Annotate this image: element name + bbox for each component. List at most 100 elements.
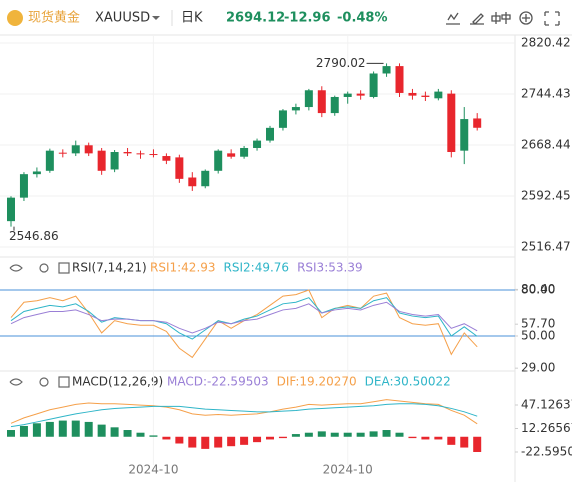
legend-entry: RSI3:53.39	[297, 261, 363, 275]
candle-body	[19, 174, 28, 198]
settings-icon[interactable]	[39, 263, 49, 273]
histogram-bar	[214, 436, 223, 448]
draw-icon[interactable]	[470, 13, 484, 25]
settings-icon[interactable]	[39, 377, 49, 387]
y-tick-label: 80.00	[521, 283, 555, 297]
histogram-bar	[460, 436, 469, 448]
candle-body	[188, 177, 197, 187]
histogram-bar	[395, 432, 404, 437]
histogram-bar	[356, 432, 365, 437]
histogram-bar	[71, 420, 80, 437]
candle-body	[369, 73, 378, 97]
indicator-title: MACD(12,26,9)	[72, 375, 163, 389]
y-tick-label: 57.70	[521, 317, 555, 331]
histogram-bar	[421, 436, 430, 440]
candle-body	[58, 152, 67, 154]
legend-entry: DIF:19.20270	[277, 375, 357, 389]
y-tick-label: 47.12637	[521, 397, 572, 411]
candle-body	[175, 157, 184, 179]
collapse-icon[interactable]	[58, 376, 70, 388]
histogram-bar	[110, 427, 119, 437]
eye-icon[interactable]	[9, 264, 23, 272]
histogram-bar	[7, 430, 15, 437]
candle-body	[421, 95, 430, 97]
min-label: 2546.86	[9, 229, 59, 243]
candle-body	[97, 150, 106, 171]
legend-entry: MACD:-22.59503	[167, 375, 269, 389]
settings-icon[interactable]	[519, 11, 533, 25]
candle-body	[253, 140, 262, 148]
indicator-line	[10, 301, 478, 334]
histogram-bar	[447, 436, 456, 445]
period[interactable]: 日K	[181, 11, 203, 26]
candle-body	[7, 197, 15, 222]
candle-body	[227, 153, 236, 157]
histogram-bar	[175, 436, 184, 444]
instrument-name: 现货黄金	[28, 10, 80, 26]
histogram-bar	[369, 431, 378, 437]
candle-body	[434, 91, 443, 99]
histogram-bar	[291, 434, 300, 437]
candle-body	[473, 118, 482, 128]
candle-body	[84, 145, 93, 154]
y-tick-label: 2668.44	[521, 138, 571, 152]
candle-icon[interactable]	[491, 12, 511, 24]
histogram-bar	[343, 432, 352, 437]
x-tick-label: 2024-10	[323, 463, 373, 477]
candle-body	[45, 150, 54, 171]
histogram-bar	[123, 430, 132, 437]
histogram-bar	[162, 436, 171, 440]
fullscreen-icon[interactable]	[544, 11, 560, 26]
y-tick-label: 80.40	[521, 282, 555, 296]
histogram-bar	[240, 436, 249, 445]
change: -12.96	[284, 11, 331, 26]
candle-body	[356, 93, 365, 96]
eye-icon[interactable]	[9, 378, 23, 386]
candle-body	[110, 152, 119, 170]
indicator-line	[10, 403, 478, 428]
candle-body	[278, 110, 287, 128]
candle-body	[317, 90, 326, 114]
candle-body	[304, 90, 313, 108]
candle-body	[214, 150, 223, 171]
y-tick-label: 2820.42	[521, 36, 571, 50]
indicator-line	[10, 399, 478, 425]
histogram-bar	[304, 432, 313, 437]
histogram-bar	[136, 432, 145, 437]
candle-body	[136, 153, 145, 155]
histogram-bar	[408, 436, 417, 439]
candle-body	[395, 66, 404, 93]
histogram-bar	[266, 436, 274, 440]
collapse-icon[interactable]	[58, 262, 70, 274]
histogram-bar	[253, 436, 262, 443]
histogram-bar	[330, 432, 339, 437]
histogram-bar	[149, 435, 158, 437]
y-tick-label: 12.26567	[521, 421, 572, 435]
candle-body	[123, 152, 132, 154]
y-tick-label: 2516.47	[521, 239, 571, 253]
indicator-line	[10, 297, 478, 340]
symbol[interactable]: XAUUSD	[95, 11, 150, 26]
y-tick-label: 2592.45	[521, 189, 571, 203]
histogram-bar	[84, 421, 93, 437]
dropdown-arrow[interactable]	[152, 16, 160, 20]
histogram-bar	[201, 436, 210, 449]
candle-body	[343, 93, 352, 97]
y-tick-label: 29.00	[521, 361, 555, 375]
y-tick-label: -22.59503	[521, 444, 572, 458]
legend-entry: RSI1:42.93	[150, 261, 216, 275]
price: 2694.12	[226, 11, 285, 26]
candle-body	[291, 107, 300, 111]
candle-body	[460, 119, 469, 151]
indicator-icon[interactable]	[446, 12, 460, 25]
legend-entry: RSI2:49.76	[224, 261, 290, 275]
y-tick-label: 2744.43	[521, 87, 571, 101]
x-tick-label: 2024-10	[128, 463, 178, 477]
gold-icon	[7, 10, 23, 26]
y-tick-label: 50.00	[521, 328, 555, 342]
histogram-bar	[473, 436, 482, 452]
candle-body	[149, 154, 158, 156]
